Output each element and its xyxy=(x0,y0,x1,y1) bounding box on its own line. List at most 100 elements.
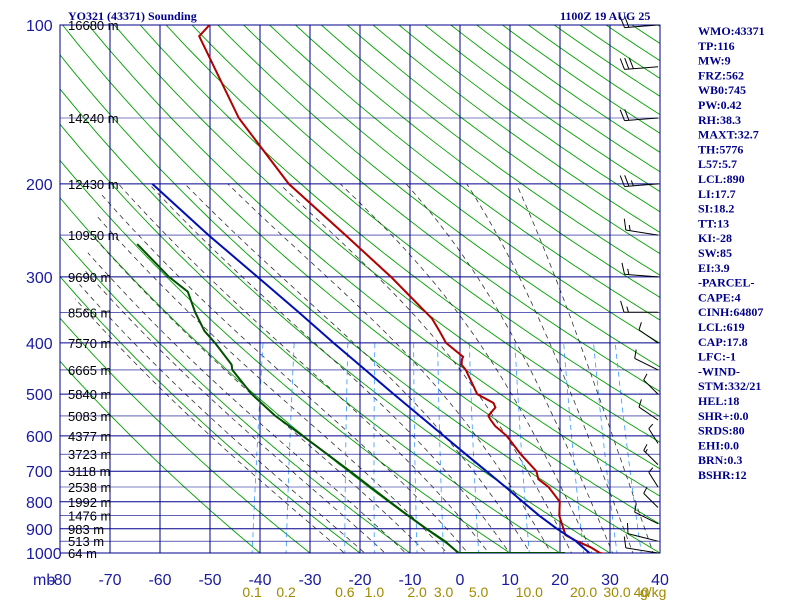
moist-adiabat xyxy=(340,183,593,553)
dry-adiabat xyxy=(165,25,660,418)
pressure-tick-label: 800 xyxy=(26,495,53,512)
sounding-index: BRN:0.3 xyxy=(698,453,742,467)
sounding-index: TT:13 xyxy=(698,216,729,230)
wind-barb-flag xyxy=(624,109,630,121)
wind-barb-flag xyxy=(643,444,648,451)
wind-barb xyxy=(619,109,659,122)
plot-frame xyxy=(59,24,661,554)
mixing-ratio-tick-label: 20.0 xyxy=(570,584,597,600)
dry-adiabat xyxy=(87,25,660,497)
wind-barb xyxy=(619,57,659,70)
dewpoint-profile xyxy=(136,243,566,553)
sounding-index: EI:3.9 xyxy=(698,261,730,275)
mixing-ratio-tick-label: 0.6 xyxy=(335,584,355,600)
mixing-ratio-line xyxy=(593,342,618,553)
wind-barb-flag xyxy=(638,322,642,331)
sounding-index: L57:5.7 xyxy=(698,157,737,171)
wind-barb xyxy=(619,16,659,29)
wind-barb-staff xyxy=(624,183,659,187)
wind-barb-half-flag xyxy=(628,224,631,231)
pressure-tick-label: 1000 xyxy=(26,546,62,563)
sounding-index: LFC:-1 xyxy=(698,350,736,364)
pressure-tick-label: 300 xyxy=(26,270,53,287)
mixing-ratio-line xyxy=(468,342,480,553)
wind-barb xyxy=(648,423,659,444)
moist-adiabat xyxy=(118,183,490,553)
height-label: 6665 m xyxy=(68,363,111,378)
mixing-ratio-tick-label: 30.0 xyxy=(603,584,630,600)
sounding-index: MW:9 xyxy=(698,54,731,68)
pressure-tick-label: 500 xyxy=(26,387,53,404)
moist-adiabat xyxy=(91,234,427,553)
dry-adiabat xyxy=(268,25,660,321)
sounding-index: STM:332/21 xyxy=(698,379,761,393)
height-labels: 16680 m 14240 m 12430 m 10950 m 9690 m 8566 m… xyxy=(68,18,119,561)
mixing-ratio-line xyxy=(344,342,349,553)
wind-barb-staff xyxy=(643,493,659,508)
wind-barb-staff xyxy=(634,511,659,525)
height-label: 64 m xyxy=(68,546,97,561)
moist-adiabat xyxy=(405,183,614,553)
height-label: 2538 m xyxy=(68,480,111,495)
height-label: 5083 m xyxy=(68,409,111,424)
wind-barb xyxy=(643,444,659,465)
sounding-index: CAPE:4 xyxy=(698,290,741,304)
wind-barb-staff xyxy=(624,273,659,278)
temperature-tick-label: -50 xyxy=(198,572,221,589)
sounding-index: TH:5776 xyxy=(698,142,743,156)
moist-adiabat xyxy=(227,183,552,553)
wind-barb-flag xyxy=(624,16,630,28)
sounding-index: -WIND- xyxy=(698,364,740,378)
wind-barb-half-flag xyxy=(645,449,648,453)
dry-adiabat xyxy=(605,25,660,62)
height-label: 4377 m xyxy=(68,429,111,444)
moist-adiabat xyxy=(74,298,345,553)
wind-barb-flag xyxy=(619,58,625,70)
wind-barb-flag xyxy=(638,399,642,408)
wind-barb-half-flag xyxy=(630,180,634,187)
wind-barb-flag xyxy=(621,262,625,275)
temperature-tick-label: -60 xyxy=(148,572,171,589)
thermo-background-lines xyxy=(60,13,800,564)
height-label: 12430 m xyxy=(68,177,119,192)
dry-adiabat xyxy=(60,54,660,553)
temperature-tick-label: -40 xyxy=(248,572,271,589)
dry-adiabat xyxy=(793,13,800,564)
sounding-index: PW:0.42 xyxy=(698,98,742,112)
sounding-index: EHI:0.0 xyxy=(698,438,739,452)
temperature-tick-label: 0 xyxy=(456,572,465,589)
height-label: 10950 m xyxy=(68,228,119,243)
sounding-index: FRZ:562 xyxy=(698,68,744,82)
temperature-tick-label: -80 xyxy=(48,572,71,589)
moist-adiabat xyxy=(87,252,407,553)
moist-adiabat xyxy=(515,183,654,553)
wind-barb-flag xyxy=(648,423,654,429)
pressure-tick-label: 400 xyxy=(26,336,53,353)
moist-adiabat xyxy=(466,183,634,553)
mixing-ratio-tick-label: 3.0 xyxy=(434,584,454,600)
temperature-tick-label: 30 xyxy=(601,572,619,589)
moist-adiabat xyxy=(184,183,531,553)
temperature-profile xyxy=(198,25,607,553)
dry-adiabat xyxy=(60,360,261,553)
height-label: 8566 m xyxy=(68,305,111,320)
sounding-index: LCL:619 xyxy=(698,320,745,334)
wind-barb-staff xyxy=(625,547,659,554)
mixing-ratio-line xyxy=(614,342,642,553)
pressure-unit-label: mb xyxy=(33,572,55,589)
wind-barb-half-flag xyxy=(626,306,629,313)
dry-adiabat xyxy=(60,88,611,553)
dry-adiabat xyxy=(60,275,361,553)
sounding-indices: WMO:43371TP:116MW:9FRZ:562WB0:745PW:0.42… xyxy=(698,24,765,482)
wind-barb xyxy=(638,322,659,344)
wind-barb-staff xyxy=(643,450,659,465)
wind-barb xyxy=(623,536,659,554)
wind-barb xyxy=(623,218,659,236)
wind-barb xyxy=(627,522,659,542)
sounding-index: KI:-28 xyxy=(698,231,732,245)
moist-adiabat xyxy=(148,183,510,553)
wind-barb-staff xyxy=(624,24,659,29)
mixing-ratio-line xyxy=(563,342,585,553)
sounding-index: WB0:745 xyxy=(698,83,746,97)
mixing-ratio-line xyxy=(373,342,376,553)
